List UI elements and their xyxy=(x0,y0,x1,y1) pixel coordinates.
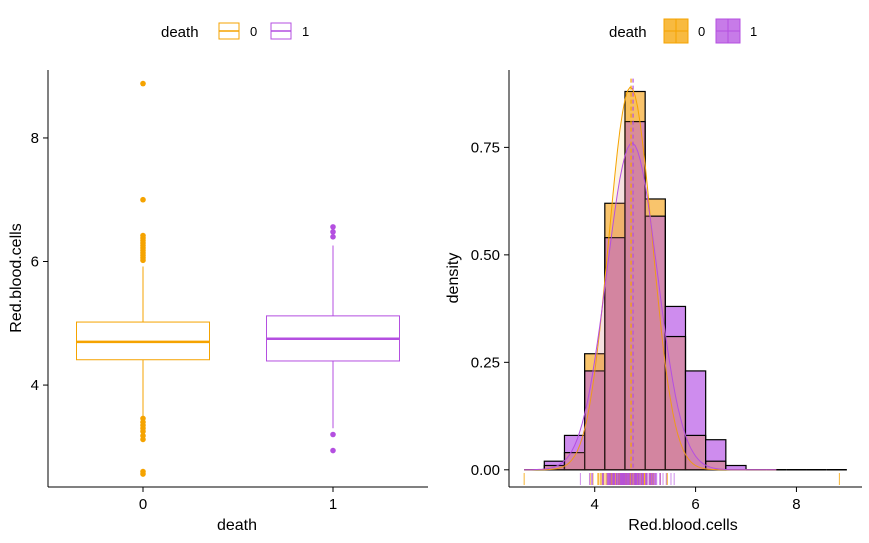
histogram-mean-lines xyxy=(630,78,634,470)
histogram-bar-upper xyxy=(725,465,747,470)
histogram-legend: death 0 1 xyxy=(609,18,757,44)
boxplot-legend-key-1 xyxy=(270,22,292,40)
histogram-y-ticks: 0.00 0.25 0.50 0.75 xyxy=(471,139,509,479)
boxplot-y-tick-label: 8 xyxy=(31,130,39,147)
histogram-x-tick-label: 8 xyxy=(792,496,800,513)
histogram-rug xyxy=(523,473,840,485)
box-outlier-point xyxy=(330,234,336,240)
histogram-density-curves xyxy=(524,86,777,471)
box-outlier-point xyxy=(330,447,336,454)
histogram-bars xyxy=(524,90,847,471)
histogram-panel: death 0 1 0.00 0.25 0.50 0.75 4 6 8 Red.blood… xyxy=(445,18,862,534)
histogram-bar-upper xyxy=(705,439,726,462)
histogram-legend-key-0 xyxy=(663,18,689,44)
boxplot-x-tick-label: 0 xyxy=(139,496,147,513)
histogram-bar-overlap xyxy=(564,452,585,470)
box-outlier-point xyxy=(140,436,146,443)
box-outlier-point xyxy=(140,257,146,264)
histogram-legend-key-1 xyxy=(715,18,741,44)
histogram-y-tick-label: 0.75 xyxy=(471,139,500,156)
histogram-bar-overlap xyxy=(544,465,565,470)
box-outlier-point xyxy=(140,428,146,435)
histogram-bar-upper xyxy=(685,370,706,436)
histogram-x-ticks: 4 6 8 xyxy=(591,487,801,513)
histogram-bar-overlap xyxy=(665,336,686,470)
histogram-y-label: density xyxy=(445,253,462,304)
boxplot-x-label: death xyxy=(217,517,257,534)
boxplot-y-tick-label: 6 xyxy=(31,254,39,271)
density-curve xyxy=(524,142,777,471)
histogram-bar-upper xyxy=(665,306,686,337)
boxplot-y-tick-label: 4 xyxy=(31,377,39,394)
histogram-y-tick-label: 0.00 xyxy=(471,462,500,479)
histogram-bar-overlap xyxy=(604,237,625,470)
box-outlier-point xyxy=(330,431,336,438)
boxplot-legend-title: death xyxy=(161,24,199,41)
box-outlier-point xyxy=(330,224,336,230)
histogram-legend-title: death xyxy=(609,24,647,41)
histogram-x-label: Red.blood.cells xyxy=(628,517,737,534)
histogram-y-tick-label: 0.50 xyxy=(471,247,500,264)
boxplot-marks xyxy=(76,80,400,477)
boxplot-y-label: Red.blood.cells xyxy=(8,223,25,332)
boxplot-legend-label-1: 1 xyxy=(302,24,309,39)
histogram-y-tick-label: 0.25 xyxy=(471,354,500,371)
histogram-bar-outline-1 xyxy=(684,370,707,471)
histogram-bar-overlap xyxy=(705,461,726,470)
histogram-bar-upper xyxy=(564,435,585,453)
histogram-bar-upper xyxy=(544,461,565,466)
histogram-bar-upper xyxy=(624,91,646,122)
histogram-bar-overlap xyxy=(645,216,666,470)
histogram-x-tick-label: 6 xyxy=(691,496,699,513)
histogram-x-tick-label: 4 xyxy=(591,496,599,513)
boxplot-x-tick-label: 1 xyxy=(329,496,337,513)
boxplot-legend: death 0 1 xyxy=(161,22,309,41)
box-outlier-point xyxy=(140,80,146,87)
histogram-legend-label-0: 0 xyxy=(698,24,705,39)
histogram-bar-overlap xyxy=(584,370,605,470)
boxplot-y-ticks: 4 6 8 xyxy=(31,130,48,394)
histogram-legend-label-1: 1 xyxy=(750,24,757,39)
boxplot-legend-key-0 xyxy=(218,22,240,40)
histogram-bar-overlap xyxy=(624,121,646,470)
box-outlier-point xyxy=(140,471,146,477)
box-outlier-point xyxy=(140,196,146,203)
box-outlier-point xyxy=(330,229,336,235)
boxplot-legend-label-0: 0 xyxy=(250,24,257,39)
